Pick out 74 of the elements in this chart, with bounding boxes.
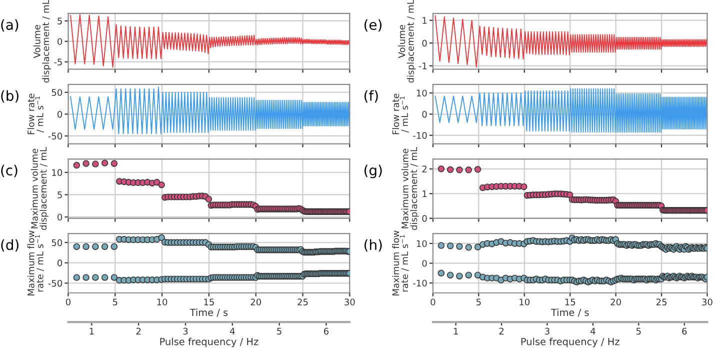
x2-tick-label: 4 <box>590 328 596 334</box>
y-tick-label: -10 <box>413 280 427 287</box>
y-axis-title: Flow rate / mL s$^{−1}$ <box>27 94 44 134</box>
y-axis-title: Maximum volume displacement / mL <box>401 147 419 230</box>
x-axis-title: Time / s <box>550 308 589 317</box>
x-tick-label: 20 <box>250 298 261 306</box>
x2-axis-title: Pulse frequency / Hz <box>521 338 620 348</box>
x2-tick-label: 5 <box>636 328 641 335</box>
text: (a) <box>1 19 18 32</box>
x-tick-label: 5 <box>112 298 118 306</box>
line-series <box>434 88 708 133</box>
x2-tick-label: 4 <box>230 328 235 334</box>
y-axis-title: Volume displacement / mL <box>398 0 416 83</box>
x2-tick-label: 2 <box>499 328 504 334</box>
x-tick-label: 20 <box>610 298 621 306</box>
y-tick-label: 1 <box>422 190 427 198</box>
y-axis-title: Maximum flow rate / mL s$^{−1}$ <box>27 230 44 296</box>
y-tick-label: 0 <box>422 110 427 118</box>
x-axis-title: Time / s <box>190 308 228 317</box>
x2-tick-label: 3 <box>545 328 550 335</box>
y-tick-label: 0 <box>422 260 427 267</box>
x-tick-label: 15 <box>565 298 576 306</box>
y-tick-label: 10 <box>416 240 427 248</box>
x2-tick-label: 1 <box>90 328 94 334</box>
text: (c) <box>1 164 18 178</box>
y-tick-label: -10 <box>413 132 427 139</box>
y-axis-title: Volume displacement / mL <box>33 0 51 83</box>
y-tick-label: 10 <box>416 90 427 97</box>
text: (d) <box>1 239 18 252</box>
y-tick-label: -1 <box>418 62 427 70</box>
y-tick-label: 10 <box>52 169 62 176</box>
y-tick-label: 0 <box>422 40 427 47</box>
x2-tick-label: 6 <box>682 328 687 335</box>
text: (f) <box>364 90 378 103</box>
y-axis-title: Maximum flow rate / mL s$^{−1}$ <box>392 230 409 296</box>
y-tick-label: 5 <box>58 18 62 24</box>
x2-tick-label: 2 <box>136 328 141 334</box>
y-axis-title: Maximum volume displacement / mL <box>30 147 48 230</box>
x-tick-label: 25 <box>298 298 308 306</box>
x-tick-label: 15 <box>204 298 214 306</box>
y-tick-label: 0 <box>58 260 62 266</box>
text: (g) <box>364 164 382 178</box>
y-tick-label: 2 <box>422 166 426 172</box>
x2-tick-label: 1 <box>454 328 458 334</box>
y-tick-label: -50 <box>48 132 62 140</box>
x-tick-label: 5 <box>476 298 481 306</box>
y-tick-label: 1 <box>422 17 427 24</box>
x-tick-label: 0 <box>66 298 70 306</box>
x2-tick-label: 5 <box>277 328 282 335</box>
y-tick-label: 50 <box>52 239 62 246</box>
x-tick-label: 10 <box>157 298 168 306</box>
y-tick-label: 0 <box>422 215 427 222</box>
y-tick-label: -50 <box>48 280 62 287</box>
line-series <box>434 15 708 68</box>
y-tick-label: 0 <box>58 38 62 45</box>
x-tick-label: 0 <box>430 298 436 306</box>
line-series <box>70 86 350 134</box>
x-tick-label: 30 <box>344 298 355 306</box>
x2-tick-label: 6 <box>324 328 329 335</box>
x2-tick-label: 3 <box>183 328 188 335</box>
x-tick-label: 30 <box>702 298 712 306</box>
y-axis-title: Flow rate / mL s$^{−1}$ <box>392 94 409 134</box>
y-tick-label: 50 <box>52 89 62 96</box>
x2-axis-title: Pulse frequency / Hz <box>160 338 258 348</box>
y-tick-label: -5 <box>54 58 62 66</box>
line-series <box>70 14 350 68</box>
y-tick-label: 0 <box>58 214 62 221</box>
y-tick-label: 5 <box>58 192 62 198</box>
x-tick-label: 10 <box>520 298 530 306</box>
x-tick-label: 25 <box>656 298 666 306</box>
text: (h) <box>364 239 382 252</box>
y-tick-label: 0 <box>58 110 62 118</box>
text: (b) <box>1 90 18 103</box>
text: (e) <box>364 19 382 32</box>
